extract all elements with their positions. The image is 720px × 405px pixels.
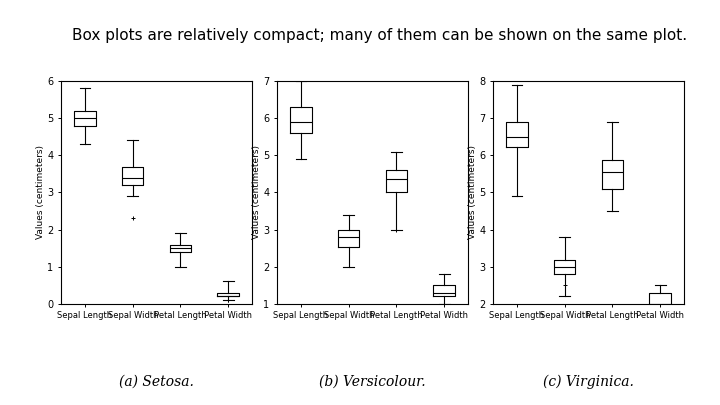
- Y-axis label: Values (centimeters): Values (centimeters): [467, 145, 477, 239]
- Text: Box plots are relatively compact; many of them can be shown on the same plot.: Box plots are relatively compact; many o…: [72, 28, 687, 43]
- Text: (b) Versicolour.: (b) Versicolour.: [319, 375, 426, 389]
- Y-axis label: Values (centimeters): Values (centimeters): [251, 145, 261, 239]
- Y-axis label: Values (centimeters): Values (centimeters): [35, 145, 45, 239]
- Text: (c) Virginica.: (c) Virginica.: [543, 374, 634, 389]
- Text: (a) Setosa.: (a) Setosa.: [120, 375, 194, 389]
